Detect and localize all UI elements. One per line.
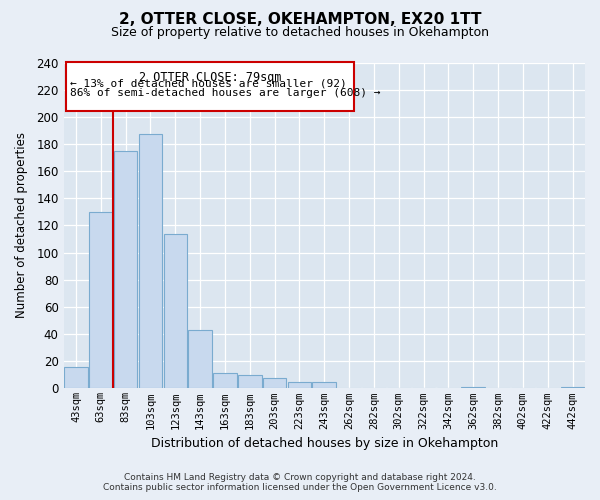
Text: ← 13% of detached houses are smaller (92): ← 13% of detached houses are smaller (92…	[70, 79, 347, 89]
Bar	[561, 387, 584, 388]
Bar	[313, 382, 336, 388]
Text: Size of property relative to detached houses in Okehampton: Size of property relative to detached ho…	[111, 26, 489, 39]
Text: 2, OTTER CLOSE, OKEHAMPTON, EX20 1TT: 2, OTTER CLOSE, OKEHAMPTON, EX20 1TT	[119, 12, 481, 28]
Bar	[89, 212, 113, 388]
Bar	[213, 374, 237, 388]
X-axis label: Distribution of detached houses by size in Okehampton: Distribution of detached houses by size …	[151, 437, 498, 450]
Bar	[66, 62, 354, 112]
Bar	[114, 151, 137, 388]
Text: 2 OTTER CLOSE: 79sqm: 2 OTTER CLOSE: 79sqm	[139, 70, 281, 84]
Text: 86% of semi-detached houses are larger (608) →: 86% of semi-detached houses are larger (…	[70, 88, 380, 99]
Bar	[64, 366, 88, 388]
Bar	[287, 382, 311, 388]
Text: Contains HM Land Registry data © Crown copyright and database right 2024.
Contai: Contains HM Land Registry data © Crown c…	[103, 473, 497, 492]
Bar	[461, 387, 485, 388]
Bar	[263, 378, 286, 388]
Bar	[164, 234, 187, 388]
Bar	[139, 134, 162, 388]
Y-axis label: Number of detached properties: Number of detached properties	[15, 132, 28, 318]
Bar	[188, 330, 212, 388]
Bar	[238, 375, 262, 388]
